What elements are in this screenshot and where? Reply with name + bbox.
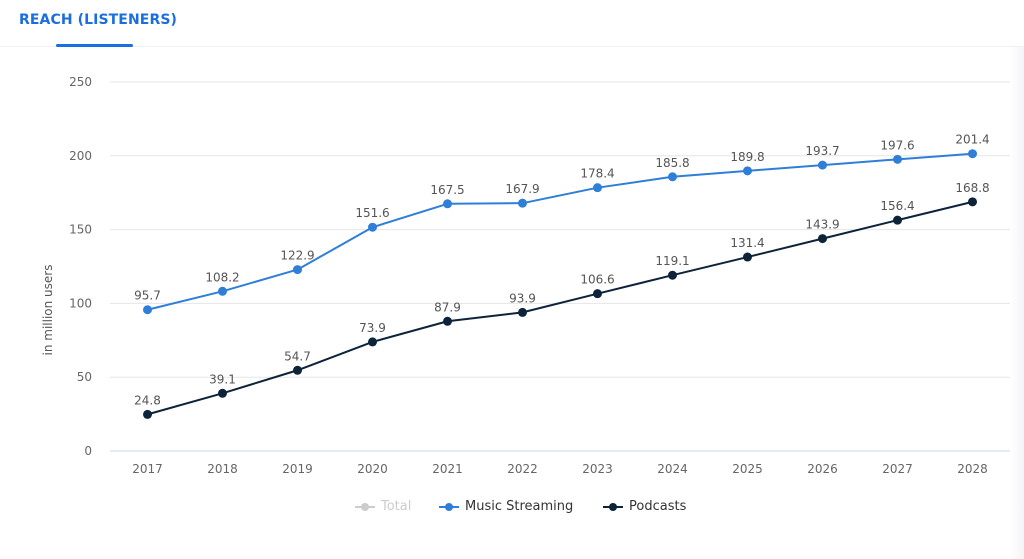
x-tick-label: 2028 [957, 462, 988, 476]
data-point-podcasts [218, 388, 227, 398]
data-point-music-streaming [593, 183, 602, 193]
x-tick-label: 2027 [882, 462, 913, 476]
data-point-podcasts [293, 365, 302, 375]
grid-lines [110, 81, 1010, 452]
data-label-music-streaming: 197.6 [880, 138, 914, 152]
data-label-music-streaming: 167.9 [505, 182, 539, 196]
legend-music-marker-icon [439, 502, 459, 512]
data-label-podcasts: 119.1 [655, 254, 689, 268]
data-point-music-streaming [968, 149, 977, 159]
x-tick-label: 2017 [132, 462, 163, 476]
data-label-podcasts: 24.8 [134, 393, 161, 407]
data-label-podcasts: 131.4 [730, 236, 764, 250]
x-tick-label: 2024 [657, 462, 688, 476]
data-point-podcasts [368, 337, 377, 347]
data-point-music-streaming [293, 265, 302, 275]
series-group: 95.7 108.2 122.9 151.6 167.5 167.9 178.4 185.8 1… [134, 133, 990, 419]
series-podcasts: 24.8 39.1 54.7 73.9 87.9 93.9 106.6 119.1 131.4 1… [134, 181, 990, 419]
tab-bar: REACH (LISTENERS) [0, 0, 1024, 47]
series-line-music-streaming [147, 152, 973, 311]
x-tick-label: 2019 [282, 462, 313, 476]
active-tab-indicator [56, 44, 133, 47]
x-tick-label: 2021 [432, 462, 463, 476]
data-point-music-streaming [443, 199, 452, 209]
data-label-music-streaming: 108.2 [205, 270, 239, 284]
data-label-music-streaming: 95.7 [134, 289, 161, 303]
legend-label-music-streaming: Music Streaming [465, 499, 574, 514]
data-point-music-streaming [743, 166, 752, 176]
data-label-podcasts: 39.1 [209, 372, 236, 386]
data-label-music-streaming: 122.9 [280, 249, 314, 263]
data-point-music-streaming [368, 222, 377, 232]
data-label-podcasts: 168.8 [955, 181, 989, 195]
data-point-podcasts [818, 234, 827, 244]
data-point-music-streaming [818, 160, 827, 170]
series-line-podcasts [147, 200, 973, 416]
data-label-music-streaming: 201.4 [955, 133, 989, 147]
y-tick-label: 0 [84, 444, 92, 458]
y-tick-label: 100 [69, 296, 92, 310]
legend-total-marker-icon [355, 502, 375, 512]
chart-legend: Total Music Streaming Podcasts [0, 499, 1024, 519]
y-axis-ticks: 0 50 100 150 200 250 [69, 75, 92, 458]
data-label-podcasts: 156.4 [880, 199, 914, 213]
x-tick-label: 2026 [807, 462, 838, 476]
data-label-music-streaming: 189.8 [730, 150, 764, 164]
data-label-music-streaming: 167.5 [430, 183, 464, 197]
data-point-podcasts [593, 289, 602, 299]
legend-label-podcasts: Podcasts [629, 499, 687, 514]
y-tick-label: 50 [77, 370, 92, 384]
scroll-edge-fade [1010, 47, 1024, 559]
x-tick-label: 2023 [582, 462, 613, 476]
data-label-podcasts: 73.9 [359, 321, 386, 335]
data-label-podcasts: 106.6 [580, 273, 614, 287]
y-tick-label: 200 [69, 149, 92, 163]
y-tick-label: 250 [69, 75, 92, 89]
data-label-podcasts: 87.9 [434, 300, 461, 314]
data-label-music-streaming: 185.8 [655, 156, 689, 170]
series-music-streaming: 95.7 108.2 122.9 151.6 167.5 167.9 178.4 185.8 1… [134, 133, 990, 315]
data-point-music-streaming [143, 305, 152, 315]
y-axis-title: in million users [41, 265, 55, 356]
data-point-podcasts [143, 409, 152, 419]
data-label-podcasts: 93.9 [509, 291, 536, 305]
tab-reach-listeners[interactable]: REACH (LISTENERS) [19, 12, 178, 28]
legend-label-total: Total [381, 499, 412, 514]
data-point-podcasts [968, 197, 977, 207]
legend-item-total[interactable]: Total [355, 499, 411, 514]
data-point-music-streaming [893, 154, 902, 164]
data-label-podcasts: 143.9 [805, 218, 839, 232]
data-point-podcasts [518, 307, 527, 317]
data-point-podcasts [668, 270, 677, 280]
data-label-podcasts: 54.7 [284, 349, 311, 363]
data-point-podcasts [443, 316, 452, 326]
data-point-music-streaming [518, 198, 527, 208]
x-tick-label: 2018 [207, 462, 238, 476]
data-label-music-streaming: 178.4 [580, 167, 614, 181]
line-chart: 0 50 100 150 200 250 2017 2018 2019 2020 2021 2022… [41, 75, 1010, 476]
data-point-music-streaming [218, 286, 227, 296]
x-tick-label: 2022 [507, 462, 538, 476]
data-point-podcasts [893, 215, 902, 225]
x-tick-label: 2025 [732, 462, 763, 476]
data-point-music-streaming [668, 172, 677, 182]
x-axis-ticks: 2017 2018 2019 2020 2021 2022 2023 2024 2025 2026… [132, 462, 988, 476]
x-tick-label: 2020 [357, 462, 388, 476]
legend-item-podcasts[interactable]: Podcasts [603, 499, 686, 514]
data-point-podcasts [743, 252, 752, 262]
legend-item-music-streaming[interactable]: Music Streaming [439, 499, 573, 514]
y-tick-label: 150 [69, 223, 92, 237]
legend-podcasts-marker-icon [603, 502, 623, 512]
data-label-music-streaming: 151.6 [355, 206, 389, 220]
data-label-music-streaming: 193.7 [805, 144, 839, 158]
